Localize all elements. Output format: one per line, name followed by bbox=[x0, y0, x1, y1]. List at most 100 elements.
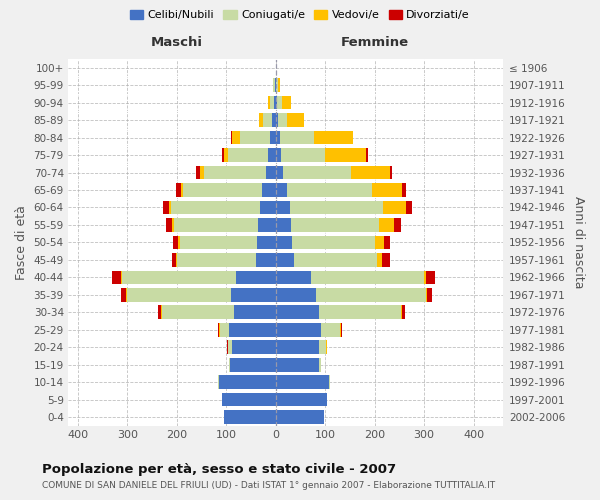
Bar bbox=[375, 236, 384, 249]
Bar bbox=[178, 236, 180, 249]
Bar bbox=[276, 96, 277, 110]
Bar bbox=[340, 323, 341, 336]
Bar bbox=[219, 376, 276, 389]
Bar bbox=[325, 148, 366, 162]
Bar bbox=[276, 218, 290, 232]
Bar bbox=[200, 166, 204, 179]
Bar bbox=[281, 148, 325, 162]
Bar bbox=[274, 96, 276, 110]
Bar bbox=[394, 218, 401, 232]
Bar bbox=[161, 306, 162, 319]
Bar bbox=[158, 306, 161, 319]
Bar bbox=[276, 270, 311, 284]
Bar bbox=[276, 166, 283, 179]
Bar bbox=[276, 358, 319, 372]
Bar bbox=[240, 131, 270, 144]
Y-axis label: Fasce di età: Fasce di età bbox=[15, 205, 28, 280]
Bar bbox=[276, 410, 324, 424]
Bar bbox=[272, 114, 276, 127]
Bar bbox=[341, 323, 342, 336]
Bar bbox=[228, 340, 232, 354]
Bar bbox=[278, 114, 287, 127]
Bar bbox=[122, 270, 236, 284]
Bar bbox=[112, 270, 121, 284]
Bar bbox=[169, 200, 171, 214]
Bar bbox=[276, 323, 321, 336]
Bar bbox=[176, 183, 181, 197]
Bar bbox=[228, 148, 268, 162]
Bar bbox=[319, 340, 326, 354]
Bar bbox=[218, 376, 219, 389]
Bar bbox=[390, 166, 392, 179]
Bar bbox=[268, 96, 270, 110]
Bar bbox=[175, 218, 259, 232]
Bar bbox=[426, 270, 435, 284]
Bar bbox=[273, 78, 275, 92]
Bar bbox=[276, 340, 319, 354]
Bar bbox=[276, 306, 319, 319]
Bar bbox=[127, 288, 231, 302]
Bar bbox=[162, 306, 233, 319]
Bar bbox=[276, 376, 329, 389]
Bar bbox=[232, 340, 276, 354]
Bar bbox=[281, 96, 290, 110]
Bar bbox=[172, 253, 176, 266]
Bar bbox=[257, 236, 276, 249]
Bar bbox=[270, 96, 274, 110]
Bar bbox=[293, 253, 377, 266]
Bar bbox=[290, 200, 383, 214]
Bar bbox=[276, 393, 326, 406]
Bar bbox=[219, 323, 220, 336]
Bar bbox=[224, 148, 228, 162]
Bar bbox=[329, 376, 330, 389]
Bar bbox=[319, 306, 401, 319]
Bar bbox=[278, 78, 280, 92]
Text: Popolazione per età, sesso e stato civile - 2007: Popolazione per età, sesso e stato civil… bbox=[42, 462, 396, 475]
Bar bbox=[231, 131, 232, 144]
Bar bbox=[220, 323, 229, 336]
Y-axis label: Anni di nascita: Anni di nascita bbox=[572, 196, 585, 288]
Bar bbox=[283, 166, 352, 179]
Bar bbox=[352, 166, 390, 179]
Bar bbox=[366, 148, 368, 162]
Bar bbox=[229, 358, 230, 372]
Bar bbox=[224, 410, 276, 424]
Bar bbox=[166, 218, 172, 232]
Bar bbox=[403, 183, 406, 197]
Bar bbox=[172, 218, 175, 232]
Bar bbox=[287, 114, 304, 127]
Bar bbox=[280, 131, 314, 144]
Bar bbox=[171, 200, 260, 214]
Text: COMUNE DI SAN DANIELE DEL FRIULI (UD) - Dati ISTAT 1° gennaio 2007 - Elaborazion: COMUNE DI SAN DANIELE DEL FRIULI (UD) - … bbox=[42, 480, 495, 490]
Bar bbox=[268, 148, 276, 162]
Bar bbox=[276, 114, 278, 127]
Bar bbox=[426, 288, 427, 302]
Bar bbox=[231, 288, 276, 302]
Bar bbox=[196, 166, 200, 179]
Bar bbox=[177, 253, 256, 266]
Bar bbox=[230, 358, 276, 372]
Bar bbox=[311, 270, 424, 284]
Bar bbox=[290, 218, 379, 232]
Text: Maschi: Maschi bbox=[151, 36, 203, 49]
Bar bbox=[427, 288, 432, 302]
Bar bbox=[382, 253, 391, 266]
Bar bbox=[402, 306, 406, 319]
Bar bbox=[371, 183, 403, 197]
Bar bbox=[316, 288, 426, 302]
Bar bbox=[121, 288, 127, 302]
Bar bbox=[276, 200, 290, 214]
Bar bbox=[319, 358, 321, 372]
Bar bbox=[406, 200, 412, 214]
Bar bbox=[401, 306, 402, 319]
Bar bbox=[259, 114, 263, 127]
Bar bbox=[180, 236, 257, 249]
Bar bbox=[266, 166, 276, 179]
Bar bbox=[377, 253, 382, 266]
Bar bbox=[259, 218, 276, 232]
Bar bbox=[183, 183, 262, 197]
Legend: Celibi/Nubili, Coniugati/e, Vedovi/e, Divorziati/e: Celibi/Nubili, Coniugati/e, Vedovi/e, Di… bbox=[125, 6, 475, 25]
Bar bbox=[292, 236, 375, 249]
Bar bbox=[379, 218, 394, 232]
Bar bbox=[424, 270, 426, 284]
